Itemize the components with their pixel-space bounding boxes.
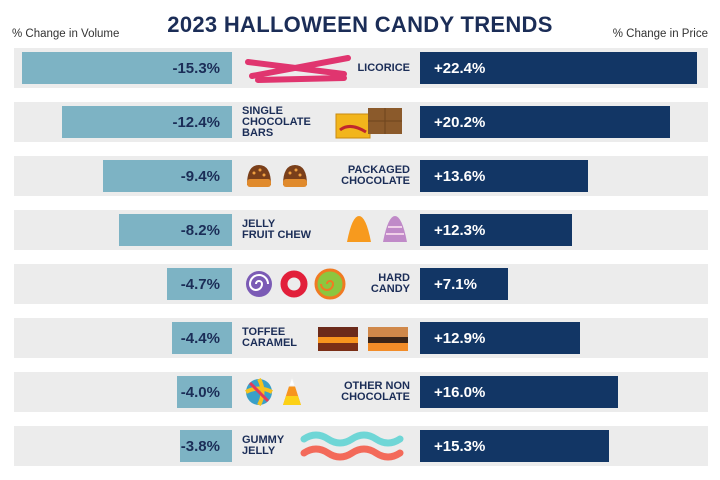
price-bar: +22.4% xyxy=(420,52,697,84)
volume-value-label: -8.2% xyxy=(180,222,220,239)
volume-bar: -9.4% xyxy=(102,160,232,192)
candy-row: -4.7% HARD CANDY +7.1% xyxy=(14,264,708,304)
category-label-line: PACKAGED xyxy=(347,164,410,176)
volume-bar: -15.3% xyxy=(22,52,232,84)
category-label: SINGLE CHOCOLATE BARS xyxy=(242,104,311,139)
chocolate-truffle-icon xyxy=(244,161,274,191)
candy-icons xyxy=(334,104,410,140)
chocolate-truffle-icon xyxy=(280,161,310,191)
category-label-line: CHOCOLATE xyxy=(341,391,410,403)
price-value-label: +20.2% xyxy=(434,114,486,131)
price-value-label: +12.9% xyxy=(434,330,486,347)
candy-corn-icon xyxy=(280,375,304,409)
volume-bar: -4.0% xyxy=(177,376,232,408)
category-label-line: CHOCOLATE xyxy=(242,115,311,128)
category-label-line: OTHER NON xyxy=(344,380,410,392)
category-label: JELLY FRUIT CHEW xyxy=(242,219,311,241)
category: TOFFEE CARAMEL xyxy=(236,318,414,358)
category-label-line: BARS xyxy=(242,126,274,139)
category: GUMMY JELLY xyxy=(236,426,414,466)
category-label-line: GUMMY xyxy=(242,434,285,446)
category-label: TOFFEE CARAMEL xyxy=(242,327,297,349)
candy-row: -9.4% PACKAGED CHOCOLATE +13.6% xyxy=(14,156,708,196)
category-label: GUMMY JELLY xyxy=(242,435,284,457)
swirl-candy-purple-icon xyxy=(244,269,274,299)
chocolate-bar-icon xyxy=(334,104,410,140)
candy-icons xyxy=(316,322,410,354)
candy-icons xyxy=(244,52,354,84)
volume-value-label: -15.3% xyxy=(172,60,220,77)
caramel-icon xyxy=(366,323,410,353)
category-label-line: JELLY xyxy=(242,218,276,230)
volume-value-label: -9.4% xyxy=(180,168,220,185)
price-bar: +12.3% xyxy=(420,214,573,246)
category-label: PACKAGED CHOCOLATE xyxy=(341,165,410,187)
category-label: HARD CANDY xyxy=(371,273,410,295)
price-bar: +13.6% xyxy=(420,160,589,192)
category-label-line: SINGLE xyxy=(242,104,283,117)
price-value-label: +16.0% xyxy=(434,384,486,401)
volume-value-label: -4.4% xyxy=(180,330,220,347)
candy-row: -15.3% LICORICE +22.4% xyxy=(14,48,708,88)
price-axis-label: % Change in Price xyxy=(612,28,708,40)
swirl-candy-green-icon xyxy=(314,268,346,300)
category: PACKAGED CHOCOLATE xyxy=(236,156,414,196)
category-label-line: LICORICE xyxy=(357,61,410,74)
price-bar: +12.9% xyxy=(420,322,580,354)
category-label-line: HARD xyxy=(378,272,410,284)
volume-bar: -4.4% xyxy=(171,322,232,354)
category-label-line: TOFFEE xyxy=(242,326,286,338)
ring-candy-red-icon xyxy=(280,270,308,298)
gumdrop-orange-icon xyxy=(344,214,374,246)
candy-row: -3.8% GUMMY JELLY +15.3% xyxy=(14,426,708,466)
category-label: OTHER NON CHOCOLATE xyxy=(341,381,410,403)
price-bar: +15.3% xyxy=(420,430,610,462)
volume-bar: -4.7% xyxy=(167,268,232,300)
volume-bar: -3.8% xyxy=(179,430,232,462)
price-value-label: +15.3% xyxy=(434,438,486,455)
volume-bar: -12.4% xyxy=(61,106,232,138)
price-value-label: +13.6% xyxy=(434,168,486,185)
volume-value-label: -12.4% xyxy=(172,114,220,131)
candy-row: -4.0% OTHER NON CHOCOLATE +16.0% xyxy=(14,372,708,412)
price-value-label: +22.4% xyxy=(434,60,486,77)
category: LICORICE xyxy=(236,48,414,88)
category-label: LICORICE xyxy=(357,61,410,74)
licorice-icon xyxy=(244,52,354,84)
category-label-line: CHOCOLATE xyxy=(341,175,410,187)
category: OTHER NON CHOCOLATE xyxy=(236,372,414,412)
candy-row: -12.4% SINGLE CHOCOLATE BARS +20.2% xyxy=(14,102,708,142)
candy-icons xyxy=(244,268,346,300)
candy-icons xyxy=(344,214,410,246)
category: SINGLE CHOCOLATE BARS xyxy=(236,102,414,142)
candy-row: -4.4% TOFFEE CARAMEL +12.9% xyxy=(14,318,708,358)
price-value-label: +12.3% xyxy=(434,222,486,239)
price-bar: +20.2% xyxy=(420,106,670,138)
candy-icons xyxy=(300,430,410,462)
price-value-label: +7.1% xyxy=(434,276,477,293)
candy-icons xyxy=(244,375,304,409)
category-label-line: CARAMEL xyxy=(242,337,297,349)
volume-bar: -8.2% xyxy=(119,214,232,246)
gumdrop-purple-icon xyxy=(380,214,410,246)
gummy-worm-icon xyxy=(300,429,410,463)
candy-icons xyxy=(244,160,310,192)
category: HARD CANDY xyxy=(236,264,414,304)
price-bar: +7.1% xyxy=(420,268,508,300)
price-bar: +16.0% xyxy=(420,376,618,408)
category: JELLY FRUIT CHEW xyxy=(236,210,414,250)
category-label-line: JELLY xyxy=(242,445,276,457)
category-label-line: FRUIT CHEW xyxy=(242,229,312,241)
candy-row: -8.2% JELLY FRUIT CHEW +12.3% xyxy=(14,210,708,250)
toffee-icon xyxy=(316,323,360,353)
volume-value-label: -4.7% xyxy=(180,276,220,293)
volume-value-label: -3.8% xyxy=(180,438,220,455)
volume-axis-label: % Change in Volume xyxy=(12,28,120,40)
chart-title: 2023 HALLOWEEN CANDY TRENDS xyxy=(167,12,553,37)
category-label-line: CANDY xyxy=(370,283,410,295)
volume-value-label: -4.0% xyxy=(180,384,220,401)
lollipop-icon xyxy=(244,377,274,407)
